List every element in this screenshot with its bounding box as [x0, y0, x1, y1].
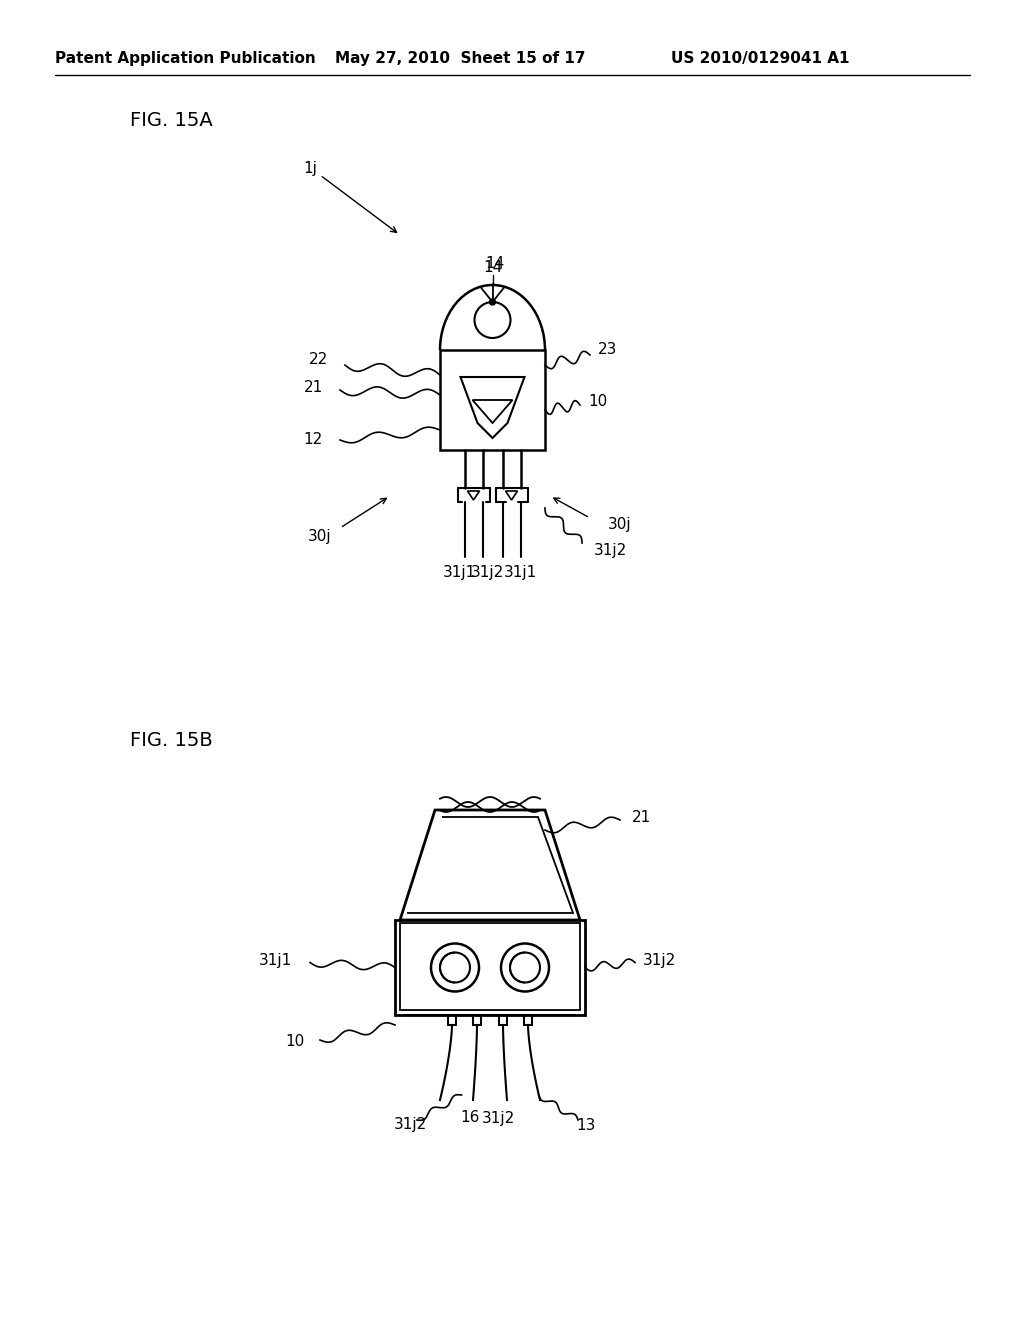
Circle shape: [474, 302, 511, 338]
Text: 31j1: 31j1: [259, 953, 292, 968]
Bar: [440, 350, 545, 450]
Text: 31j2: 31j2: [594, 543, 628, 557]
Bar: [395, 920, 585, 1015]
Circle shape: [489, 300, 496, 305]
Bar: [400, 923, 580, 1010]
Text: 30j: 30j: [308, 528, 332, 544]
Text: 31j2: 31j2: [471, 565, 504, 579]
Text: US 2010/0129041 A1: US 2010/0129041 A1: [671, 50, 849, 66]
Text: 30j: 30j: [608, 516, 632, 532]
Text: 1j: 1j: [303, 161, 317, 176]
Text: 31j1: 31j1: [504, 565, 538, 579]
Circle shape: [510, 953, 540, 982]
Text: 31j2: 31j2: [393, 1118, 427, 1133]
Text: 12: 12: [304, 433, 323, 447]
Text: Patent Application Publication: Patent Application Publication: [54, 50, 315, 66]
Text: 23: 23: [598, 342, 617, 358]
Text: 10: 10: [286, 1035, 305, 1049]
Text: 22: 22: [309, 352, 328, 367]
Circle shape: [431, 944, 479, 991]
Text: FIG. 15B: FIG. 15B: [130, 730, 213, 750]
Text: 16: 16: [461, 1110, 479, 1126]
Text: 14: 14: [485, 256, 504, 271]
Circle shape: [440, 953, 470, 982]
Text: 21: 21: [304, 380, 323, 395]
Text: 31j2: 31j2: [481, 1110, 515, 1126]
Text: 31j1: 31j1: [442, 565, 476, 579]
Text: FIG. 15A: FIG. 15A: [130, 111, 213, 129]
Text: 21: 21: [632, 809, 651, 825]
Text: May 27, 2010  Sheet 15 of 17: May 27, 2010 Sheet 15 of 17: [335, 50, 586, 66]
Text: 10: 10: [588, 395, 607, 409]
Text: 14: 14: [483, 260, 502, 276]
Text: 13: 13: [577, 1118, 596, 1133]
Circle shape: [501, 944, 549, 991]
Text: 31j2: 31j2: [643, 953, 676, 968]
